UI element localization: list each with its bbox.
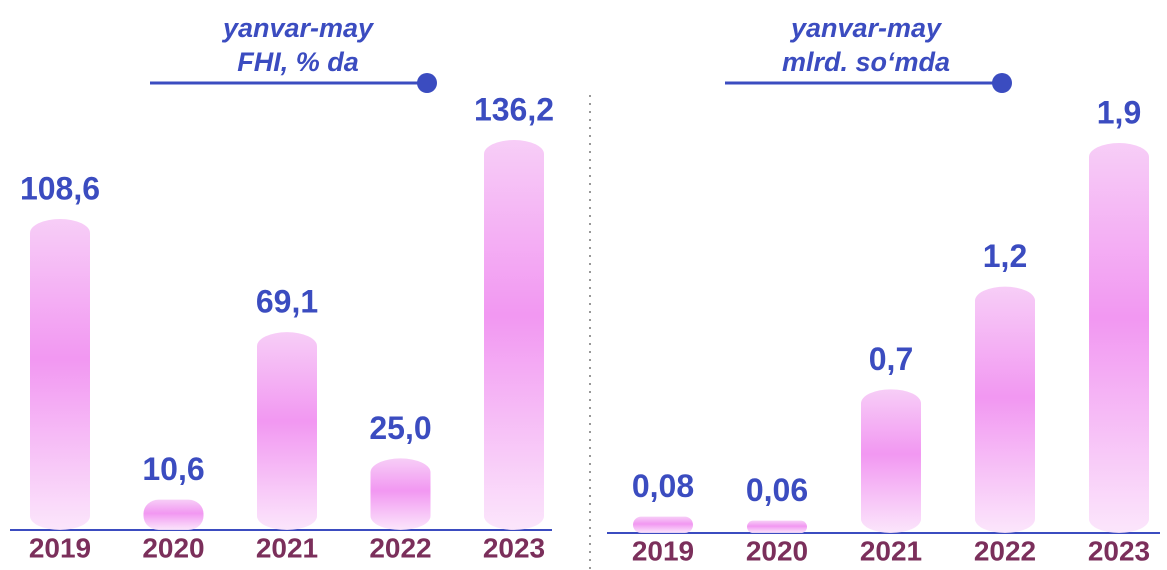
title-dot — [417, 73, 437, 93]
value-label: 69,1 — [256, 284, 318, 320]
x-tick-label: 2021 — [860, 535, 922, 566]
value-label: 136,2 — [474, 91, 554, 127]
value-label: 1,9 — [1097, 94, 1141, 130]
title-dot — [992, 73, 1012, 93]
value-label: 0,08 — [632, 468, 694, 504]
x-tick-label: 2022 — [369, 532, 431, 563]
bar — [633, 516, 693, 533]
chart-subtitle: FHI, % da — [237, 47, 359, 77]
chart-title: yanvar-may — [221, 13, 375, 43]
value-label: 1,2 — [983, 238, 1027, 274]
x-tick-label: 2019 — [29, 532, 91, 563]
value-label: 0,7 — [869, 341, 913, 377]
bar — [861, 389, 921, 533]
x-tick-label: 2021 — [256, 532, 318, 563]
bar — [30, 219, 90, 531]
x-tick-label: 2023 — [483, 532, 545, 563]
value-label: 108,6 — [20, 170, 100, 206]
value-label: 10,6 — [142, 451, 204, 487]
x-tick-label: 2019 — [632, 535, 694, 566]
bar — [975, 286, 1035, 533]
bar — [370, 458, 431, 530]
chart-subtitle: mlrd. so‘mda — [782, 47, 950, 77]
chart-title: yanvar-may — [789, 13, 943, 43]
bar — [484, 140, 544, 530]
x-tick-label: 2020 — [142, 532, 204, 563]
x-tick-label: 2023 — [1088, 535, 1150, 566]
x-tick-label: 2022 — [974, 535, 1036, 566]
value-label: 0,06 — [746, 472, 808, 508]
value-label: 25,0 — [369, 410, 431, 446]
bar — [143, 499, 204, 530]
bar — [1089, 143, 1149, 533]
x-tick-label: 2020 — [746, 535, 808, 566]
bar — [257, 332, 317, 530]
bar — [747, 520, 807, 533]
